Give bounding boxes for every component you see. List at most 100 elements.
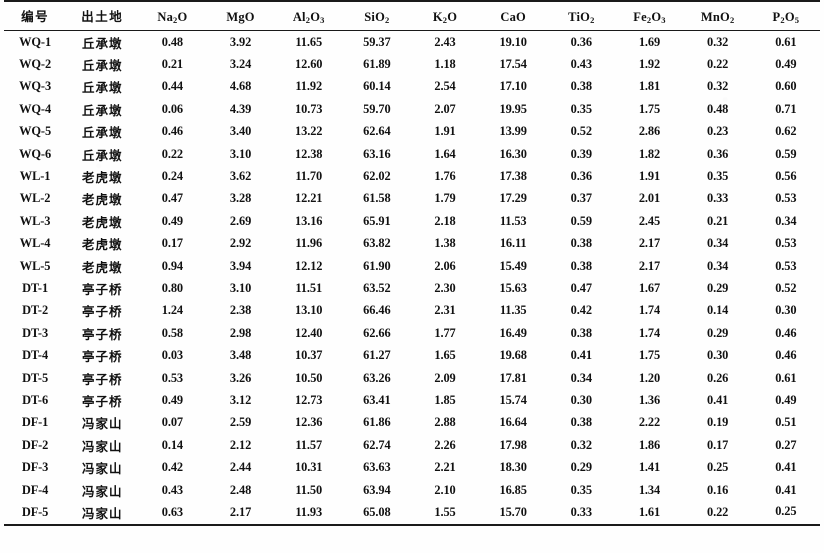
- cell-value-p2o5: 0.61: [775, 34, 797, 49]
- cell-al2o3: 12.73: [275, 389, 343, 411]
- cell-id: DT-4: [4, 344, 66, 366]
- cell-mno2: 0.25: [684, 456, 752, 478]
- cell-p2o5: 0.41: [752, 456, 820, 478]
- cell-value-mgo: 3.62: [229, 169, 252, 184]
- cell-value-cao: 16.85: [499, 482, 527, 497]
- table-row: WQ-4 丘承墩 0.06 4.39 10.73 59.70 2.07 19.95 0.35 1.…: [4, 98, 820, 120]
- cell-value-p2o5: 0.59: [775, 146, 797, 161]
- cell-value-k2o: 1.55: [434, 504, 456, 519]
- cell-mgo: 4.68: [206, 76, 274, 98]
- cell-value-site: 亭子桥: [81, 371, 123, 387]
- cell-value-fe2o3: 1.86: [638, 437, 661, 452]
- cell-value-tio2: 0.39: [570, 146, 592, 161]
- cell-cao: 16.85: [479, 479, 547, 501]
- cell-al2o3: 11.93: [274, 501, 343, 526]
- table-row: WQ-5 丘承墩 0.46 3.40 13.22 62.64 1.91 13.99 0.52 2.…: [4, 121, 820, 143]
- cell-value-fe2o3: 2.01: [638, 191, 661, 206]
- cell-mgo: 2.98: [206, 322, 274, 344]
- cell-value-tio2: 0.59: [570, 213, 592, 228]
- cell-p2o5: 0.53: [752, 233, 820, 255]
- cell-value-k2o: 1.18: [434, 57, 456, 72]
- cell-value-mgo: 2.59: [229, 415, 252, 430]
- cell-value-tio2: 0.35: [570, 101, 592, 116]
- cell-value-tio2: 0.36: [570, 169, 592, 184]
- cell-value-al2o3: 11.92: [295, 79, 323, 94]
- cell-cao: 15.49: [479, 255, 547, 277]
- cell-value-mno2: 0.25: [706, 460, 729, 475]
- cell-value-mno2: 0.14: [706, 303, 729, 318]
- cell-k2o: 2.43: [411, 31, 479, 54]
- cell-na2o: 0.80: [138, 277, 206, 299]
- cell-value-tio2: 0.43: [570, 57, 592, 72]
- cell-value-mgo: 3.92: [229, 34, 252, 49]
- cell-fe2o3: 1.36: [615, 389, 683, 411]
- cell-tio2: 0.42: [547, 300, 615, 322]
- cell-value-na2o: 1.24: [161, 303, 184, 318]
- cell-p2o5: 0.41: [752, 479, 820, 501]
- cell-value-site: 亭子桥: [81, 326, 123, 342]
- cell-tio2: 0.38: [547, 233, 615, 255]
- cell-al2o3: 10.73: [275, 98, 343, 120]
- table-row: DT-5 亭子桥 0.53 3.26 10.50 63.26 2.09 17.81 0.34 1.…: [4, 367, 820, 389]
- cell-value-mno2: 0.22: [706, 57, 729, 72]
- cell-id: WQ-5: [4, 121, 66, 143]
- cell-tio2: 0.30: [547, 389, 615, 411]
- cell-mgo: 2.44: [206, 456, 274, 478]
- cell-value-k2o: 2.54: [434, 79, 456, 94]
- cell-cao: 16.49: [479, 322, 547, 344]
- cell-cao: 13.99: [479, 121, 547, 143]
- cell-cao: 15.74: [479, 389, 547, 411]
- cell-na2o: 0.44: [138, 76, 206, 98]
- cell-mgo: 3.10: [206, 277, 274, 299]
- cell-value-site: 冯家山: [81, 505, 123, 521]
- cell-id: DF-1: [4, 412, 66, 434]
- table-row: WQ-3 丘承墩 0.44 4.68 11.92 60.14 2.54 17.10 0.38 1.…: [4, 76, 820, 98]
- cell-sio2: 66.46: [343, 300, 411, 322]
- cell-mgo: 2.92: [206, 233, 274, 255]
- cell-value-tio2: 0.32: [570, 437, 592, 452]
- cell-value-p2o5: 0.41: [775, 482, 797, 497]
- cell-fe2o3: 1.34: [615, 479, 683, 501]
- cell-site: 丘承墩: [66, 53, 138, 75]
- cell-value-mno2: 0.23: [706, 124, 729, 139]
- cell-value-mno2: 0.32: [706, 34, 729, 49]
- cell-value-site: 丘承墩: [81, 125, 123, 141]
- cell-value-site: 冯家山: [81, 416, 123, 432]
- cell-value-site: 亭子桥: [81, 304, 123, 320]
- table-row: DT-3 亭子桥 0.58 2.98 12.40 62.66 1.77 16.49 0.38 1.…: [4, 322, 820, 344]
- cell-k2o: 1.38: [411, 233, 479, 255]
- cell-value-k2o: 2.30: [434, 280, 456, 295]
- cell-value-cao: 11.35: [499, 303, 527, 318]
- table-row: DF-5 冯家山 0.63 2.17 11.93 65.08 1.55 15.70 0.33 1.…: [4, 501, 820, 526]
- cell-value-id: DT-4: [22, 348, 49, 363]
- cell-value-mno2: 0.19: [706, 415, 729, 430]
- cell-value-tio2: 0.29: [570, 460, 592, 475]
- cell-value-sio2: 66.46: [363, 303, 391, 318]
- cell-value-p2o5: 0.61: [775, 370, 797, 385]
- cell-value-fe2o3: 1.69: [638, 34, 661, 49]
- cell-value-k2o: 2.88: [434, 415, 456, 430]
- header-label-site: 出土地: [81, 9, 124, 24]
- cell-mno2: 0.33: [684, 188, 752, 210]
- cell-fe2o3: 1.75: [615, 344, 683, 366]
- column-header-mgo: MgO: [206, 0, 275, 31]
- cell-value-p2o5: 0.51: [775, 415, 797, 430]
- cell-k2o: 2.54: [411, 76, 479, 98]
- cell-sio2: 61.86: [343, 412, 411, 434]
- cell-value-id: WL-4: [19, 236, 51, 251]
- cell-cao: 19.68: [479, 344, 547, 366]
- cell-value-tio2: 0.34: [570, 370, 592, 385]
- cell-k2o: 1.18: [411, 53, 479, 75]
- cell-value-tio2: 0.30: [570, 392, 592, 407]
- cell-value-na2o: 0.06: [161, 101, 184, 116]
- cell-al2o3: 11.96: [275, 233, 343, 255]
- cell-al2o3: 13.10: [275, 300, 343, 322]
- cell-p2o5: 0.59: [752, 143, 820, 165]
- cell-value-cao: 17.98: [499, 437, 527, 452]
- cell-id: DT-3: [4, 322, 66, 344]
- cell-fe2o3: 2.17: [615, 255, 683, 277]
- cell-value-p2o5: 0.46: [775, 348, 797, 363]
- cell-value-na2o: 0.43: [161, 482, 184, 497]
- column-header-cao: CaO: [479, 0, 548, 31]
- cell-value-k2o: 1.64: [434, 146, 456, 161]
